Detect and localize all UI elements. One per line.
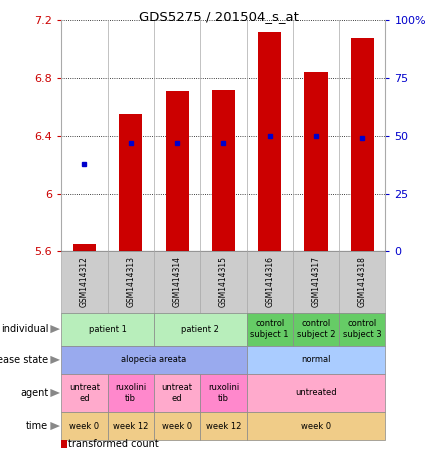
Bar	[166, 91, 189, 251]
Text: GSM1414316: GSM1414316	[265, 256, 274, 308]
Bar	[119, 114, 142, 251]
Text: GDS5275 / 201504_s_at: GDS5275 / 201504_s_at	[139, 10, 299, 24]
Bar	[258, 32, 281, 251]
Text: ruxolini
tib: ruxolini tib	[115, 383, 146, 403]
Text: ruxolini
tib: ruxolini tib	[208, 383, 239, 403]
Text: individual: individual	[1, 324, 48, 334]
Text: control
subject 2: control subject 2	[297, 319, 335, 339]
Text: week 12: week 12	[113, 422, 148, 430]
Text: GSM1414315: GSM1414315	[219, 256, 228, 308]
Bar	[304, 72, 328, 251]
Text: GSM1414318: GSM1414318	[358, 256, 367, 308]
Text: GSM1414312: GSM1414312	[80, 256, 89, 308]
Text: week 0: week 0	[162, 422, 192, 430]
Text: untreated: untreated	[295, 389, 337, 397]
Text: untreat
ed: untreat ed	[69, 383, 100, 403]
Text: time: time	[26, 421, 48, 431]
Text: transformed count: transformed count	[67, 439, 159, 448]
Text: untreat
ed: untreat ed	[162, 383, 193, 403]
Text: patient 1: patient 1	[88, 325, 127, 333]
Text: alopecia areata: alopecia areata	[121, 356, 187, 364]
Text: control
subject 3: control subject 3	[343, 319, 381, 339]
Bar	[351, 38, 374, 251]
Text: week 0: week 0	[301, 422, 331, 430]
Bar	[212, 90, 235, 251]
Bar	[73, 244, 96, 251]
Text: GSM1414317: GSM1414317	[311, 256, 321, 308]
Text: week 12: week 12	[206, 422, 241, 430]
Text: GSM1414314: GSM1414314	[173, 256, 182, 308]
Text: GSM1414313: GSM1414313	[126, 256, 135, 308]
Text: disease state: disease state	[0, 355, 48, 365]
Text: week 0: week 0	[69, 422, 99, 430]
Text: control
subject 1: control subject 1	[251, 319, 289, 339]
Text: normal: normal	[301, 356, 331, 364]
Text: agent: agent	[20, 388, 48, 398]
Text: patient 2: patient 2	[181, 325, 219, 333]
